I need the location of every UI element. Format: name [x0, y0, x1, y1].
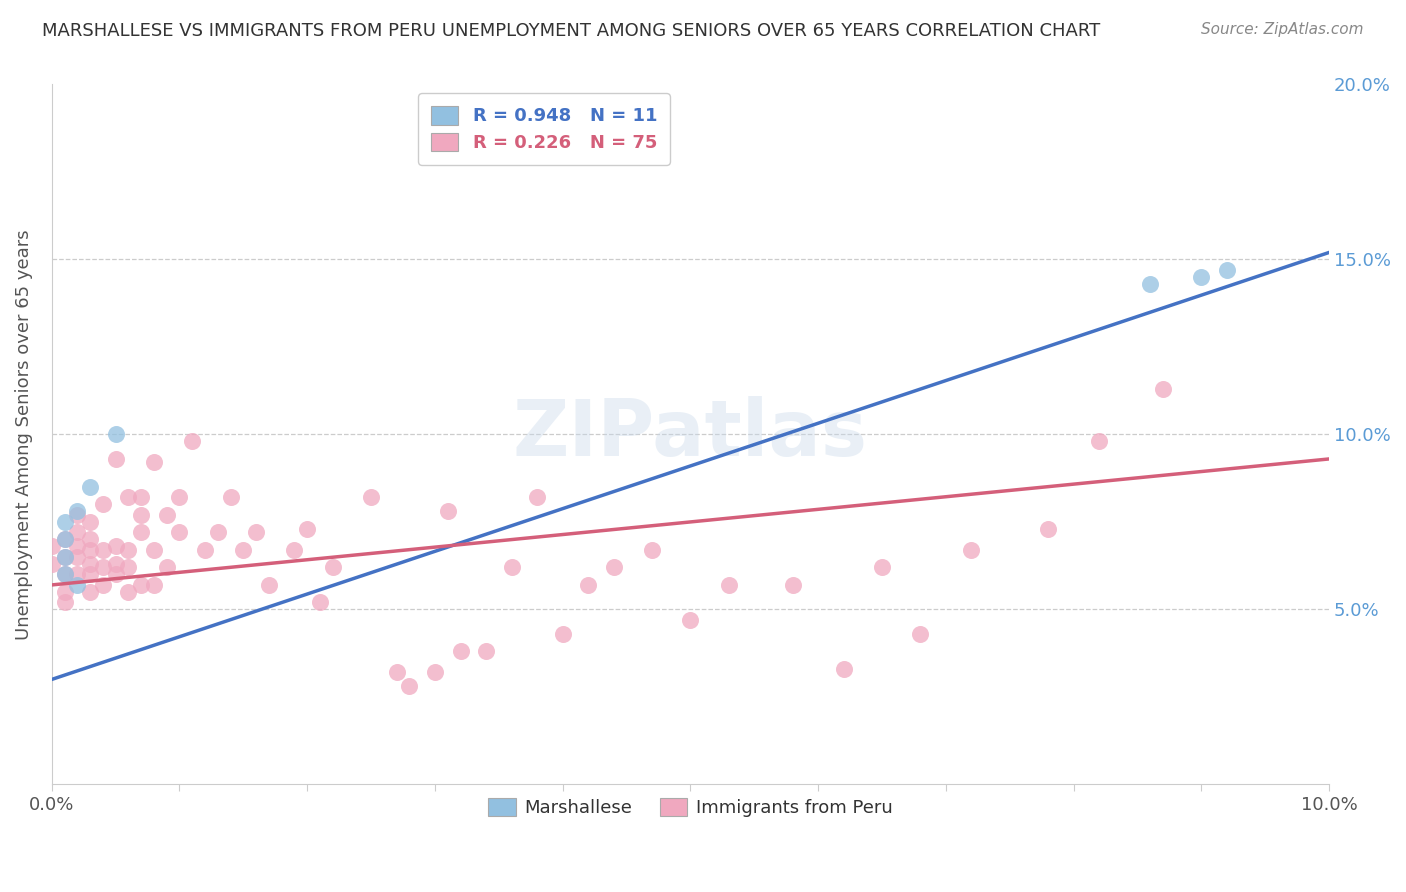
- Point: [66, 508, 89, 522]
- Point: [79, 557, 101, 571]
- Point: [423, 665, 446, 680]
- Point: [91, 498, 114, 512]
- Point: [117, 543, 139, 558]
- Point: [297, 522, 319, 536]
- Point: [207, 525, 229, 540]
- Point: [53, 533, 76, 547]
- Point: [360, 491, 382, 505]
- Point: [79, 515, 101, 529]
- Point: [1189, 269, 1212, 284]
- Point: [782, 578, 804, 592]
- Point: [551, 627, 574, 641]
- Point: [870, 560, 893, 574]
- Point: [53, 549, 76, 564]
- Point: [475, 644, 498, 658]
- Point: [104, 540, 127, 554]
- Point: [169, 525, 191, 540]
- Point: [156, 508, 179, 522]
- Point: [53, 533, 76, 547]
- Point: [309, 595, 332, 609]
- Point: [1139, 277, 1161, 291]
- Point: [104, 427, 127, 442]
- Point: [257, 578, 280, 592]
- Point: [79, 567, 101, 582]
- Point: [104, 557, 127, 571]
- Point: [169, 491, 191, 505]
- Point: [129, 578, 152, 592]
- Point: [79, 585, 101, 599]
- Point: [79, 543, 101, 558]
- Point: [91, 578, 114, 592]
- Legend: Marshallese, Immigrants from Peru: Marshallese, Immigrants from Peru: [481, 790, 900, 824]
- Text: MARSHALLESE VS IMMIGRANTS FROM PERU UNEMPLOYMENT AMONG SENIORS OVER 65 YEARS COR: MARSHALLESE VS IMMIGRANTS FROM PERU UNEM…: [42, 22, 1101, 40]
- Point: [117, 560, 139, 574]
- Point: [91, 560, 114, 574]
- Point: [322, 560, 344, 574]
- Point: [91, 543, 114, 558]
- Point: [576, 578, 599, 592]
- Point: [1216, 263, 1239, 277]
- Point: [156, 560, 179, 574]
- Point: [398, 680, 420, 694]
- Point: [41, 557, 63, 571]
- Point: [129, 525, 152, 540]
- Point: [79, 480, 101, 494]
- Point: [232, 543, 254, 558]
- Point: [832, 662, 855, 676]
- Point: [679, 613, 702, 627]
- Point: [53, 515, 76, 529]
- Point: [641, 543, 664, 558]
- Point: [142, 578, 165, 592]
- Point: [283, 543, 305, 558]
- Point: [526, 491, 548, 505]
- Point: [66, 578, 89, 592]
- Point: [117, 491, 139, 505]
- Point: [603, 560, 626, 574]
- Text: Source: ZipAtlas.com: Source: ZipAtlas.com: [1201, 22, 1364, 37]
- Point: [129, 508, 152, 522]
- Point: [53, 549, 76, 564]
- Point: [104, 452, 127, 467]
- Text: ZIPatlas: ZIPatlas: [513, 396, 868, 473]
- Point: [910, 627, 932, 641]
- Point: [129, 491, 152, 505]
- Point: [717, 578, 740, 592]
- Point: [960, 543, 983, 558]
- Point: [104, 567, 127, 582]
- Point: [66, 504, 89, 518]
- Point: [53, 585, 76, 599]
- Point: [66, 540, 89, 554]
- Point: [194, 543, 217, 558]
- Y-axis label: Unemployment Among Seniors over 65 years: Unemployment Among Seniors over 65 years: [15, 229, 32, 640]
- Point: [66, 567, 89, 582]
- Point: [219, 491, 242, 505]
- Point: [79, 533, 101, 547]
- Point: [245, 525, 267, 540]
- Point: [66, 525, 89, 540]
- Point: [1152, 382, 1174, 396]
- Point: [53, 595, 76, 609]
- Point: [1088, 434, 1111, 449]
- Point: [117, 585, 139, 599]
- Point: [66, 549, 89, 564]
- Point: [501, 560, 523, 574]
- Point: [53, 567, 76, 582]
- Point: [41, 540, 63, 554]
- Point: [142, 543, 165, 558]
- Point: [450, 644, 472, 658]
- Point: [142, 455, 165, 469]
- Point: [1036, 522, 1059, 536]
- Point: [385, 665, 408, 680]
- Point: [436, 504, 458, 518]
- Point: [181, 434, 204, 449]
- Point: [53, 567, 76, 582]
